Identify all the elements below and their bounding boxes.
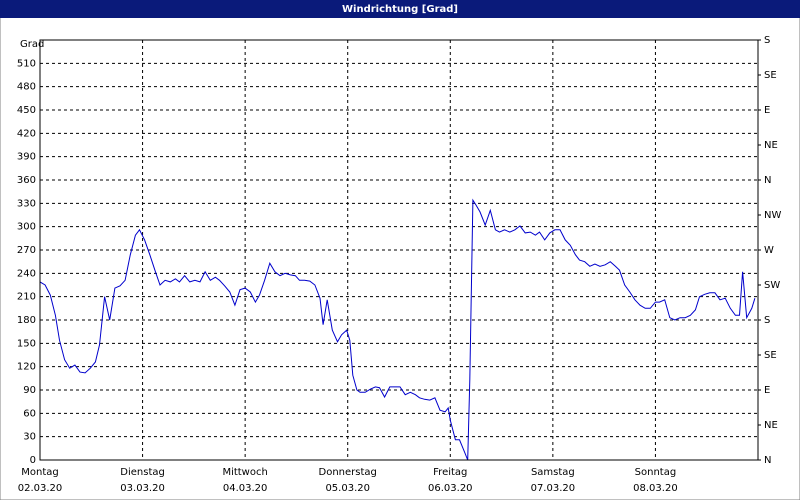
x-tick-date: 06.03.20	[428, 483, 473, 494]
x-tick-label: Samstag	[531, 467, 575, 478]
y2-tick-label: N	[764, 175, 771, 186]
y-tick-label: 180	[17, 315, 36, 326]
y-tick-label: 360	[17, 175, 36, 186]
x-tick-date: 05.03.20	[325, 483, 370, 494]
y-tick-label: 450	[17, 105, 36, 116]
y-tick-label: 150	[17, 338, 36, 349]
y-tick-label: 30	[23, 432, 36, 443]
x-tick-label: Montag	[21, 467, 58, 478]
y-tick-label: 210	[17, 292, 36, 303]
x-tick-date: 04.03.20	[223, 483, 268, 494]
x-tick-label: Donnerstag	[319, 467, 377, 478]
title-bar	[0, 0, 800, 18]
x-tick-label: Sonntag	[635, 467, 677, 478]
y-axis-label: Grad	[20, 39, 44, 50]
y-tick-label: 270	[17, 245, 36, 256]
x-tick-label: Freitag	[433, 467, 467, 478]
y-tick-label: 330	[17, 198, 36, 209]
y-tick-label: 0	[30, 455, 36, 466]
data-line	[39, 198, 756, 461]
y2-tick-label: W	[764, 245, 774, 256]
y-tick-label: 390	[17, 152, 36, 163]
y-tick-label: 510	[17, 58, 36, 69]
y2-tick-label: N	[764, 455, 771, 466]
plot-border	[39, 39, 759, 461]
x-tick-date: 03.03.20	[120, 483, 165, 494]
x-tick-date: 02.03.20	[18, 483, 63, 494]
y-tick-label: 60	[23, 408, 36, 419]
y2-tick-label: E	[764, 385, 770, 396]
y-tick-label: 90	[23, 385, 36, 396]
y2-tick-label: NE	[764, 140, 778, 151]
y-tick-label: 240	[17, 268, 36, 279]
y2-tick-label: SE	[764, 350, 777, 361]
y2-tick-label: SW	[764, 280, 780, 291]
x-tick-label: Mittwoch	[222, 467, 267, 478]
chart-title: Windrichtung [Grad]	[342, 4, 458, 15]
y2-tick-label: S	[764, 35, 770, 46]
y-tick-label: 300	[17, 222, 36, 233]
y2-tick-label: S	[764, 315, 770, 326]
y-tick-label: 480	[17, 82, 36, 93]
x-tick-date: 07.03.20	[531, 483, 576, 494]
y2-tick-label: E	[764, 105, 770, 116]
x-tick-label: Dienstag	[120, 467, 165, 478]
y-tick-label: 420	[17, 128, 36, 139]
y2-tick-label: NE	[764, 420, 778, 431]
y2-tick-label: NW	[764, 210, 781, 221]
y2-tick-label: SE	[764, 70, 777, 81]
y-tick-label: 120	[17, 362, 36, 373]
x-tick-date: 08.03.20	[633, 483, 678, 494]
